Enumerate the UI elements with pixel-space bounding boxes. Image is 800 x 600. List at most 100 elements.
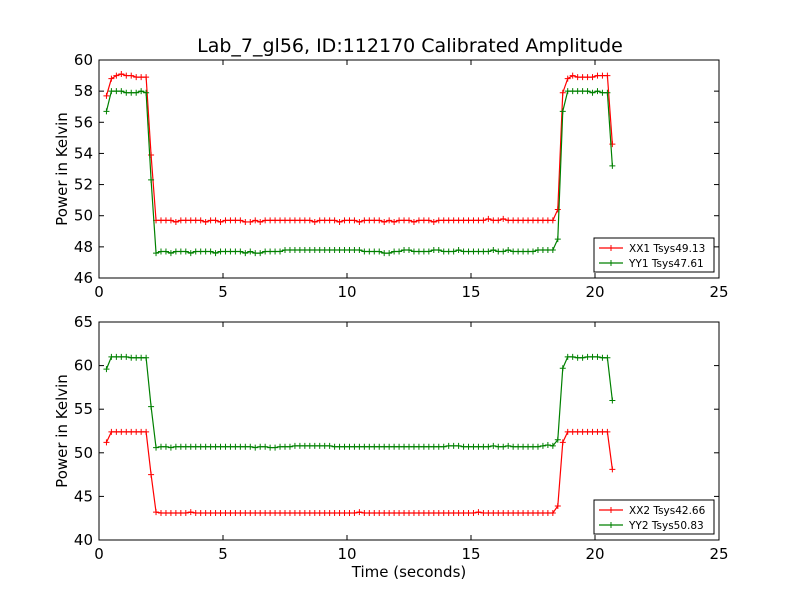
data-point-marker [237, 217, 244, 224]
data-point-marker [569, 353, 576, 360]
data-point-marker [554, 502, 561, 509]
legend-box [593, 499, 715, 535]
y-tick-label: 55 [74, 400, 93, 418]
data-point-marker [609, 162, 616, 169]
data-point-marker [381, 218, 388, 225]
data-point-marker [356, 246, 363, 253]
data-point-marker [376, 217, 383, 224]
data-point-marker [247, 443, 254, 450]
bottom-panel: 0 5 10 15 20 25 40 45 50 55 60 65 Power in Kelvin Tim… [53, 313, 729, 581]
data-point-marker [202, 218, 209, 225]
data-point-marker [500, 248, 507, 255]
data-point-marker [103, 92, 110, 99]
data-point-marker [569, 72, 576, 79]
data-point-marker [440, 443, 447, 450]
data-point-marker [286, 443, 293, 450]
data-point-marker [262, 443, 269, 450]
data-point-marker [153, 444, 160, 451]
data-point-marker [450, 248, 457, 255]
data-point-marker [589, 89, 596, 96]
data-point-marker [376, 248, 383, 255]
data-point-marker [584, 88, 591, 95]
legend-swatch-marker [608, 522, 614, 528]
data-point-marker [495, 217, 502, 224]
data-point-marker [118, 88, 125, 95]
data-point-marker [549, 509, 556, 516]
data-point-marker [351, 217, 358, 224]
data-point-marker [425, 217, 432, 224]
data-point-marker [182, 509, 189, 516]
data-point-marker [455, 442, 462, 449]
data-point-marker [237, 248, 244, 255]
data-point-marker [549, 217, 556, 224]
x-axis-label: Time (seconds) [351, 563, 467, 581]
data-point-marker [128, 72, 135, 79]
data-point-marker [123, 353, 130, 360]
data-point-marker [559, 108, 566, 115]
data-point-marker [326, 442, 333, 449]
data-point-marker [435, 246, 442, 253]
y-axis-label: Power in Kelvin [53, 374, 71, 488]
legend-label: XX2 Tsys42.66 [629, 505, 706, 517]
data-point-marker [579, 354, 586, 361]
data-point-marker [252, 217, 259, 224]
x-tick-label: 20 [585, 283, 604, 301]
data-point-marker [306, 217, 313, 224]
data-point-marker [247, 248, 254, 255]
data-point-marker [172, 218, 179, 225]
x-tick-label: 25 [709, 545, 728, 563]
data-point-marker [455, 246, 462, 253]
data-point-marker [430, 218, 437, 225]
data-point-marker [485, 248, 492, 255]
y-tick-label: 58 [74, 82, 93, 100]
data-point-marker [252, 444, 259, 451]
y-tick-label: 48 [74, 238, 93, 256]
x-tick-label: 20 [585, 545, 604, 563]
data-point-marker [138, 88, 145, 95]
axes-frame [98, 59, 720, 279]
data-point-marker [212, 217, 219, 224]
data-point-marker [549, 246, 556, 253]
data-point-marker [604, 89, 611, 96]
data-point-marker [182, 248, 189, 255]
data-point-marker [311, 218, 318, 225]
data-point-marker [386, 217, 393, 224]
legend-label: XX1 Tsys49.13 [629, 243, 705, 255]
data-point-marker [242, 250, 249, 257]
data-point-marker [356, 218, 363, 225]
data-point-marker [534, 443, 541, 450]
data-point-marker [148, 176, 155, 183]
data-point-marker [609, 397, 616, 404]
data-point-marker [331, 217, 338, 224]
data-point-marker [118, 71, 125, 78]
data-point-marker [113, 72, 120, 79]
x-tick-label: 5 [218, 545, 228, 563]
data-point-marker [143, 74, 150, 81]
data-point-marker [217, 218, 224, 225]
data-point-marker [604, 72, 611, 79]
legend-label: YY2 Tsys50.83 [628, 520, 704, 532]
data-point-marker [167, 250, 174, 257]
y-tick-label: 60 [74, 357, 93, 375]
y-tick-label: 46 [74, 269, 93, 287]
legend-box [593, 237, 715, 273]
legend-swatch-marker [608, 245, 614, 251]
data-point-marker [162, 443, 169, 450]
data-point-marker [559, 439, 566, 446]
data-point-marker [475, 509, 482, 516]
data-point-marker [167, 444, 174, 451]
data-point-marker [277, 248, 284, 255]
data-point-marker [396, 248, 403, 255]
top-panel: 0 5 10 15 20 25 46 48 50 52 54 56 58 60 Power in Kelvi… [53, 51, 729, 301]
data-point-marker [103, 108, 110, 115]
chart-title: Lab_7_gl56, ID:112170 Calibrated Amplitu… [197, 35, 623, 57]
y-tick-label: 54 [74, 144, 93, 162]
data-point-marker [485, 443, 492, 450]
legend: XX2 Tsys42.66 YY2 Tsys50.83 [593, 499, 715, 535]
legend-swatch-marker [608, 260, 614, 266]
legend-swatch-marker [608, 507, 614, 513]
data-point-marker [247, 218, 254, 225]
data-point-marker [539, 442, 546, 449]
y-tick-label: 45 [74, 487, 93, 505]
y-tick-label: 50 [74, 444, 93, 462]
